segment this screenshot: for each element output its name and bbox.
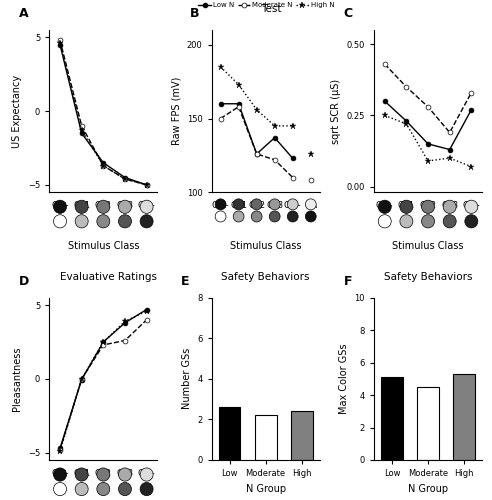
Text: Test: Test [261,4,281,14]
Text: C: C [343,8,353,20]
Bar [291,412,312,460]
Text: A: A [19,8,29,20]
Text: Safety Behaviors: Safety Behaviors [221,272,310,281]
Bar [417,387,439,460]
Bar [255,416,277,460]
Bar [381,377,403,460]
Bar [219,408,241,460]
Bar [453,374,475,460]
X-axis label: Stimulus Class: Stimulus Class [230,241,302,251]
Text: E: E [181,275,190,288]
Y-axis label: US Expectancy: US Expectancy [12,74,22,148]
Y-axis label: Max Color GSs: Max Color GSs [339,344,349,414]
Text: B: B [190,8,199,20]
Text: Evaluative Ratings: Evaluative Ratings [60,272,157,281]
Text: F: F [343,275,352,288]
X-axis label: N Group: N Group [246,484,286,494]
X-axis label: N Group: N Group [408,484,448,494]
Y-axis label: Raw FPS (mV): Raw FPS (mV) [171,77,181,146]
Text: D: D [19,275,29,288]
X-axis label: Stimulus Class: Stimulus Class [392,241,464,251]
X-axis label: Stimulus Class: Stimulus Class [67,241,139,251]
Y-axis label: Number GSs: Number GSs [182,348,191,410]
Text: Safety Behaviors: Safety Behaviors [384,272,472,281]
Y-axis label: Pleasantness: Pleasantness [12,346,22,411]
Legend: Low N, Moderate N, High N: Low N, Moderate N, High N [195,0,337,11]
Y-axis label: sqrt SCR (μS): sqrt SCR (μS) [331,78,341,144]
